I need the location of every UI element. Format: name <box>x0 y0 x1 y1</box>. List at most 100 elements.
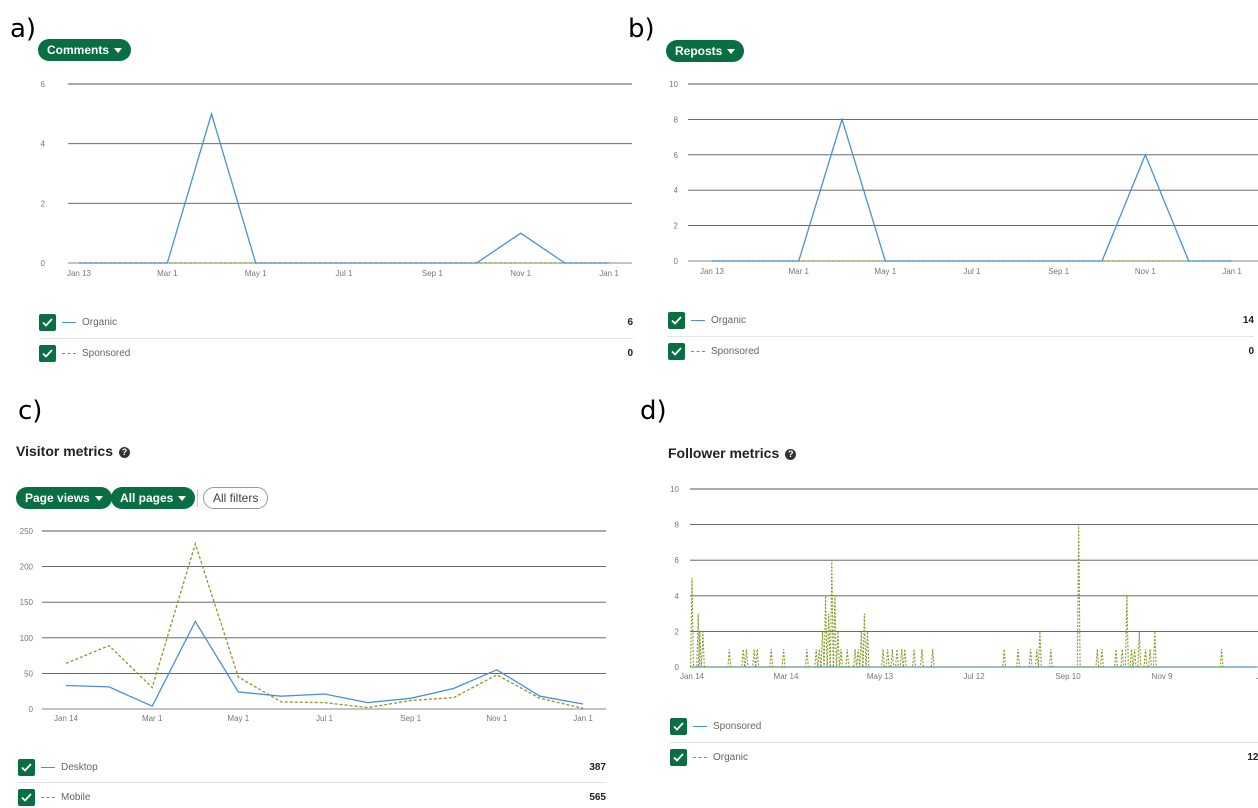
legend-label: Sponsored <box>713 720 762 732</box>
y-tick-label: 100 <box>20 634 34 643</box>
checkbox-checked-icon[interactable] <box>39 313 56 331</box>
y-tick-label: 150 <box>20 598 34 607</box>
caret-down-icon <box>727 49 736 55</box>
comments-dropdown-button[interactable]: Comments <box>38 39 132 61</box>
visitor-metrics-title: Visitor metrics? <box>16 443 131 459</box>
y-tick-label: 10 <box>670 485 679 494</box>
legend-row-b-sponsored[interactable]: Sponsored 0 <box>668 340 1254 362</box>
legend-row-d-organic[interactable]: Organic 122 <box>670 746 1258 768</box>
legend-total: 122 <box>1247 751 1258 763</box>
x-tick-label: Jan 13 <box>67 269 92 278</box>
y-tick-label: 4 <box>41 140 46 149</box>
x-tick-label: Jul 12 <box>963 672 985 681</box>
legend-total: 0 <box>1248 345 1254 357</box>
y-tick-label: 0 <box>675 663 680 672</box>
legend-total: 14 <box>1242 314 1254 326</box>
legend-row-c-mobile[interactable]: Mobile 565 <box>18 786 606 808</box>
x-tick-label: Jan 13 <box>700 267 725 276</box>
x-tick-label: Jan 1 <box>1222 267 1242 276</box>
legend-label: Desktop <box>61 761 98 773</box>
x-tick-label: Sep 1 <box>1048 267 1069 276</box>
x-tick-label: Mar 14 <box>774 672 799 681</box>
legend-swatch <box>41 766 55 768</box>
y-tick-label: 50 <box>24 669 33 678</box>
panel-label-c: c) <box>18 396 43 426</box>
legend-swatch <box>693 725 707 727</box>
x-tick-label: Jan 1 <box>573 714 593 723</box>
legend-label: Sponsored <box>82 347 131 359</box>
filter-divider <box>197 489 198 507</box>
legend-label: Sponsored <box>711 345 760 357</box>
series-line-mobile <box>65 541 584 709</box>
x-tick-label: May 1 <box>874 267 896 276</box>
y-tick-label: 4 <box>674 186 679 195</box>
checkbox-checked-icon[interactable] <box>668 342 685 360</box>
checkbox-checked-icon[interactable] <box>670 748 687 766</box>
legend-label: Organic <box>82 316 118 328</box>
all-pages-dropdown-button[interactable]: All pages <box>111 487 196 509</box>
panel-label-a: a) <box>10 14 37 44</box>
comments-chart: 0 2 4 6 Jan 13 Mar 1 May 1 Jul 1 Sep 1 Nov 1 Jan 1 <box>41 80 632 278</box>
legend-label: Organic <box>711 314 747 326</box>
follower-metrics-chart: 0 2 4 6 8 10 Jan 14 Mar 14 May 13 Jul 12 Sep 10 Nov… <box>670 485 1258 681</box>
legend-swatch <box>62 352 76 354</box>
legend-row-a-sponsored[interactable]: Sponsored 0 <box>39 342 633 364</box>
y-tick-label: 6 <box>41 80 46 89</box>
x-tick-label: May 1 <box>227 714 249 723</box>
checkbox-checked-icon[interactable] <box>668 311 685 329</box>
legend-divider <box>18 782 606 783</box>
x-tick-label: Jul 1 <box>316 714 333 723</box>
x-tick-label: Jan 1 <box>599 269 619 278</box>
y-tick-label: 250 <box>20 527 34 536</box>
series-line-organic <box>712 117 1232 262</box>
question-circle-icon[interactable]: ? <box>785 449 797 460</box>
checkbox-checked-icon[interactable] <box>39 344 56 362</box>
visitor-metrics-title-text: Visitor metrics <box>16 443 114 459</box>
x-tick-label: Jul 1 <box>336 269 353 278</box>
legend-divider <box>39 338 633 339</box>
checkbox-checked-icon[interactable] <box>18 788 35 806</box>
reposts-dropdown-button[interactable]: Reposts <box>666 40 745 62</box>
all-filters-button[interactable]: All filters <box>203 487 269 509</box>
x-tick-label: Mar 1 <box>788 267 809 276</box>
legend-row-c-desktop[interactable]: Desktop 387 <box>18 756 606 778</box>
all-pages-dropdown-label: All pages <box>120 491 174 505</box>
legend-row-a-organic[interactable]: Organic 6 <box>39 311 633 333</box>
legend-swatch <box>693 756 707 758</box>
legend-swatch <box>691 319 705 321</box>
y-tick-label: 2 <box>675 627 680 636</box>
series-line-desktop <box>65 620 584 708</box>
legend-label: Mobile <box>61 791 91 803</box>
legend-divider <box>670 742 1258 743</box>
y-tick-label: 0 <box>674 257 679 266</box>
visitor-metrics-chart: 0 50 100 150 200 250 Jan 14 Mar 1 May 1 Jul 1 Sep … <box>20 527 606 723</box>
x-tick-label: Jan <box>1256 672 1258 681</box>
legend-swatch <box>41 796 55 798</box>
y-tick-label: 8 <box>674 115 679 124</box>
y-tick-label: 200 <box>20 563 34 572</box>
legend-row-d-sponsored[interactable]: Sponsored 0 <box>670 715 1258 737</box>
series-line-organic <box>690 524 1224 668</box>
x-tick-label: Nov 1 <box>486 714 507 723</box>
checkbox-checked-icon[interactable] <box>18 758 35 776</box>
caret-down-icon <box>114 48 123 54</box>
question-circle-icon[interactable]: ? <box>119 447 131 458</box>
panel-label-b: b) <box>628 14 655 44</box>
legend-total: 0 <box>627 347 633 359</box>
legend-total: 6 <box>627 316 633 328</box>
checkbox-checked-icon[interactable] <box>670 717 687 735</box>
legend-divider <box>668 336 1254 337</box>
legend-row-b-organic[interactable]: Organic 14 <box>668 309 1254 331</box>
y-tick-label: 2 <box>674 222 679 231</box>
x-tick-label: May 1 <box>245 269 267 278</box>
x-tick-label: Nov 9 <box>1152 672 1173 681</box>
legend-total: 565 <box>589 791 606 803</box>
x-tick-label: Sep 1 <box>422 269 443 278</box>
x-tick-label: May 13 <box>867 672 894 681</box>
legend-label: Organic <box>713 751 749 763</box>
reposts-chart: 0 2 4 6 8 10 Jan 13 Mar 1 May 1 Jul 1 Sep 1 Nov 1 Ja… <box>669 80 1258 276</box>
y-tick-label: 6 <box>674 151 679 160</box>
x-tick-label: Jan 14 <box>54 714 79 723</box>
page-views-dropdown-button[interactable]: Page views <box>16 487 112 509</box>
y-tick-label: 0 <box>41 259 46 268</box>
